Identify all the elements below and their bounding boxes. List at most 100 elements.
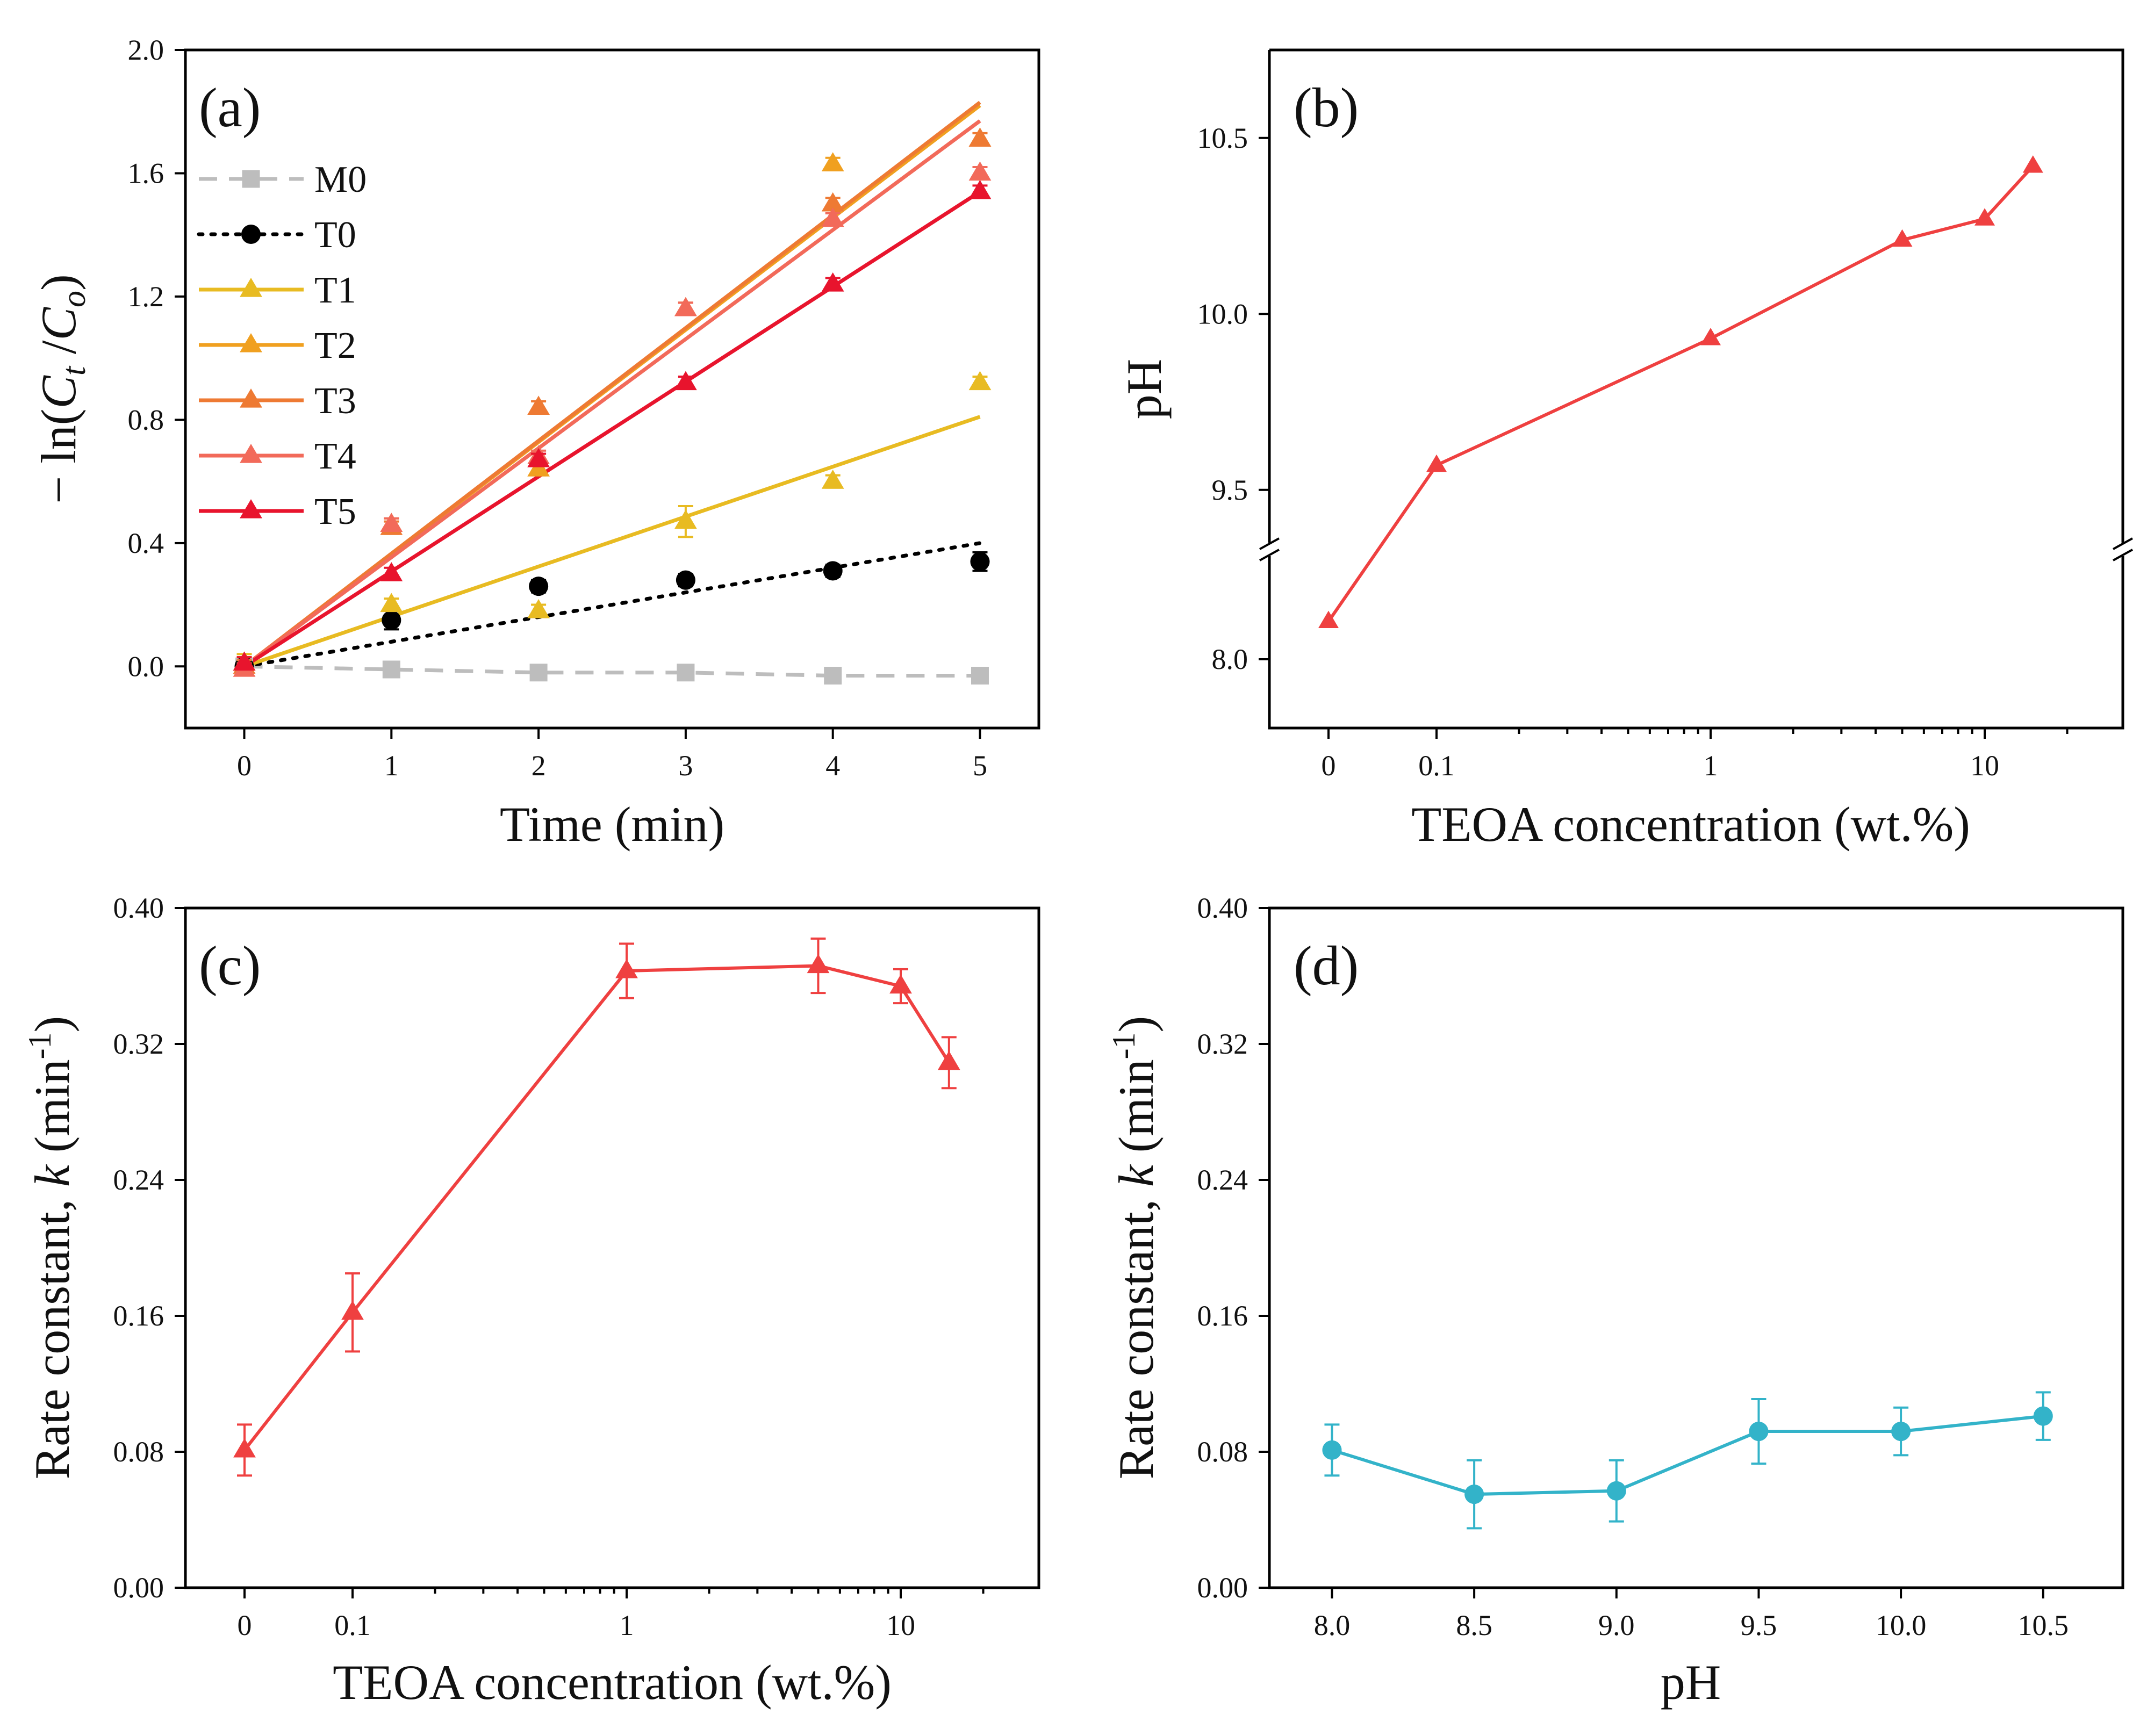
panel-b-x-tick-label: 0 — [1322, 750, 1336, 782]
panel-b-y-label: pH — [1117, 359, 1172, 419]
panel-b-axis-break-right — [2113, 537, 2133, 561]
series-T5-point — [233, 651, 256, 671]
panel-c-x-label: TEOA concentration (wt.%) — [333, 1655, 892, 1710]
panel-d-marks — [1322, 1391, 2053, 1530]
panel-b-point — [2022, 155, 2043, 173]
legend-M0-marker — [242, 170, 260, 188]
panel-b-ticks: 0 0.1 1 10 8.0 9.5 10.0 10.5 — [1197, 122, 2069, 782]
panel-b-y-tick-label: 10.5 — [1197, 122, 1248, 154]
panel-d-x-tick-label: 9.0 — [1598, 1609, 1635, 1641]
panel-d-x-tick-label: 10.0 — [1876, 1609, 1927, 1641]
series-M0-point — [382, 660, 400, 679]
series-T4-point — [968, 161, 992, 181]
series-T3-point — [821, 192, 844, 212]
series-T5-point — [968, 179, 992, 199]
panel-c-marks — [233, 937, 960, 1477]
panel-b-point — [1974, 208, 1995, 226]
panel-b-x-label: TEOA concentration (wt.%) — [1411, 797, 1970, 852]
panel-d-point — [1322, 1440, 1342, 1460]
panel-c-series-line — [243, 964, 951, 1451]
legend-T5-marker — [240, 499, 262, 518]
panel-c-point — [889, 974, 912, 994]
panel-c-frame — [184, 906, 1040, 1589]
panel-c-y-tick-label: 0.00 — [113, 1572, 164, 1604]
panel-d-x-tick-label: 8.5 — [1456, 1609, 1492, 1641]
panel-a-y-tick-label: 2.0 — [128, 34, 164, 66]
panel-d-y-tick-label: 0.00 — [1197, 1572, 1248, 1604]
panel-d-y-tick-label: 0.24 — [1197, 1164, 1248, 1196]
series-T5-fit-line — [243, 190, 981, 668]
panel-a-x-tick-label: 2 — [532, 750, 546, 782]
series-T5-point — [380, 562, 403, 581]
series-T0-point — [529, 577, 549, 596]
panel-a-x-tick-label: 4 — [825, 750, 840, 782]
panel-d-series-line — [1331, 1414, 2044, 1496]
panel-a-x-label: Time (min) — [500, 797, 724, 852]
panel-a-ticks: 0 1 2 3 4 5 0.0 0.4 0.8 1.2 1.6 2.0 — [128, 34, 987, 782]
legend-M0-label: M0 — [314, 159, 367, 200]
series-T1-point — [821, 470, 844, 489]
panel-b-point — [1426, 454, 1447, 472]
legend-T3-marker — [240, 388, 262, 408]
panel-b-x-tick-label: 1 — [1704, 750, 1718, 782]
panel-a-y-tick-label: 0.0 — [128, 650, 164, 682]
legend-T4-label: T4 — [314, 436, 356, 477]
panel-c-point — [937, 1050, 960, 1070]
panel-b-marks — [1318, 155, 2043, 628]
series-T3-point — [968, 127, 992, 147]
series-T5-point — [674, 371, 697, 391]
panel-b-label: (b) — [1294, 77, 1359, 139]
panel-c-label: (c) — [199, 935, 261, 997]
panel-a-x-tick-label: 5 — [973, 750, 987, 782]
series-T4-point — [380, 513, 403, 532]
series-T1-point — [968, 371, 992, 391]
panel-a-legend: M0 T0 T1 T2 T3 T4 T5 — [197, 159, 367, 532]
series-T0-point — [382, 610, 401, 630]
panel-d-y-label: Rate constant, k (min-1) — [1106, 1016, 1164, 1479]
panel-a-y-label: − ln(Ct /Co) — [31, 274, 92, 503]
panel-d-x-tick-label: 9.5 — [1741, 1609, 1777, 1641]
panel-c-point — [615, 959, 638, 978]
panel-d-point — [2033, 1406, 2053, 1426]
panel-c-ticks: 0 0.1 1 10 0.00 0.08 0.16 0.24 0.32 0.40 — [113, 892, 985, 1641]
panel-c-y-tick-label: 0.08 — [113, 1436, 164, 1468]
panel-b-y-tick-label: 10.0 — [1197, 298, 1248, 330]
panel-d-point — [1891, 1422, 1911, 1442]
panel-c-point — [341, 1300, 364, 1320]
panel-a-y-tick-label: 0.8 — [128, 404, 164, 436]
legend-T2-marker — [240, 333, 262, 352]
series-M0-point — [677, 664, 695, 682]
series-M0-point — [971, 666, 989, 685]
series-T1-fit-line — [243, 415, 981, 668]
panel-a-x-tick-label: 1 — [384, 750, 399, 782]
panel-d-y-tick-label: 0.40 — [1197, 892, 1248, 924]
series-T5-point — [527, 448, 550, 467]
panel-a-frame — [184, 48, 1040, 730]
panel-d-label: (d) — [1294, 935, 1359, 997]
panel-a-y-tick-label: 1.6 — [128, 157, 164, 189]
series-T0-point — [970, 552, 990, 572]
series-T0-point — [676, 570, 695, 590]
panel-b-point — [1700, 328, 1721, 345]
panel-d-point — [1464, 1485, 1484, 1504]
series-T3-fit-line — [243, 100, 981, 668]
panel-c-x-tick-label: 0 — [238, 1609, 252, 1641]
panel-c-y-tick-label: 0.40 — [113, 892, 164, 924]
panel-c-point — [807, 954, 830, 974]
panel-c-x-tick-label: 0.1 — [334, 1609, 371, 1641]
series-T0-line — [242, 541, 982, 668]
panel-d-ticks: 8.0 8.5 9.0 9.5 10.0 10.5 0.00 0.08 0.16 0.24 0.32… — [1197, 892, 2069, 1641]
series-T3-point — [527, 395, 550, 415]
panel-b-y-tick-label: 8.0 — [1212, 643, 1248, 675]
panel-d-y-tick-label: 0.32 — [1197, 1028, 1248, 1060]
panel-d-x-tick-label: 10.5 — [2018, 1609, 2069, 1641]
panel-b: 0 0.1 1 10 8.0 9.5 10.0 10.5 (b) TEOA concentra… — [1117, 48, 2133, 852]
panel-d-point — [1606, 1481, 1626, 1501]
panel-c-point — [233, 1438, 256, 1458]
series-T4-point — [674, 297, 697, 316]
series-T4-fit-line — [243, 119, 981, 668]
panel-b-x-tick-label: 10 — [1970, 750, 1999, 782]
panel-a: 0 1 2 3 4 50.00.40.81.21.62.0 (a) Time (min) … — [31, 34, 1040, 852]
panel-a-y-tick-label: 0.4 — [128, 527, 164, 559]
